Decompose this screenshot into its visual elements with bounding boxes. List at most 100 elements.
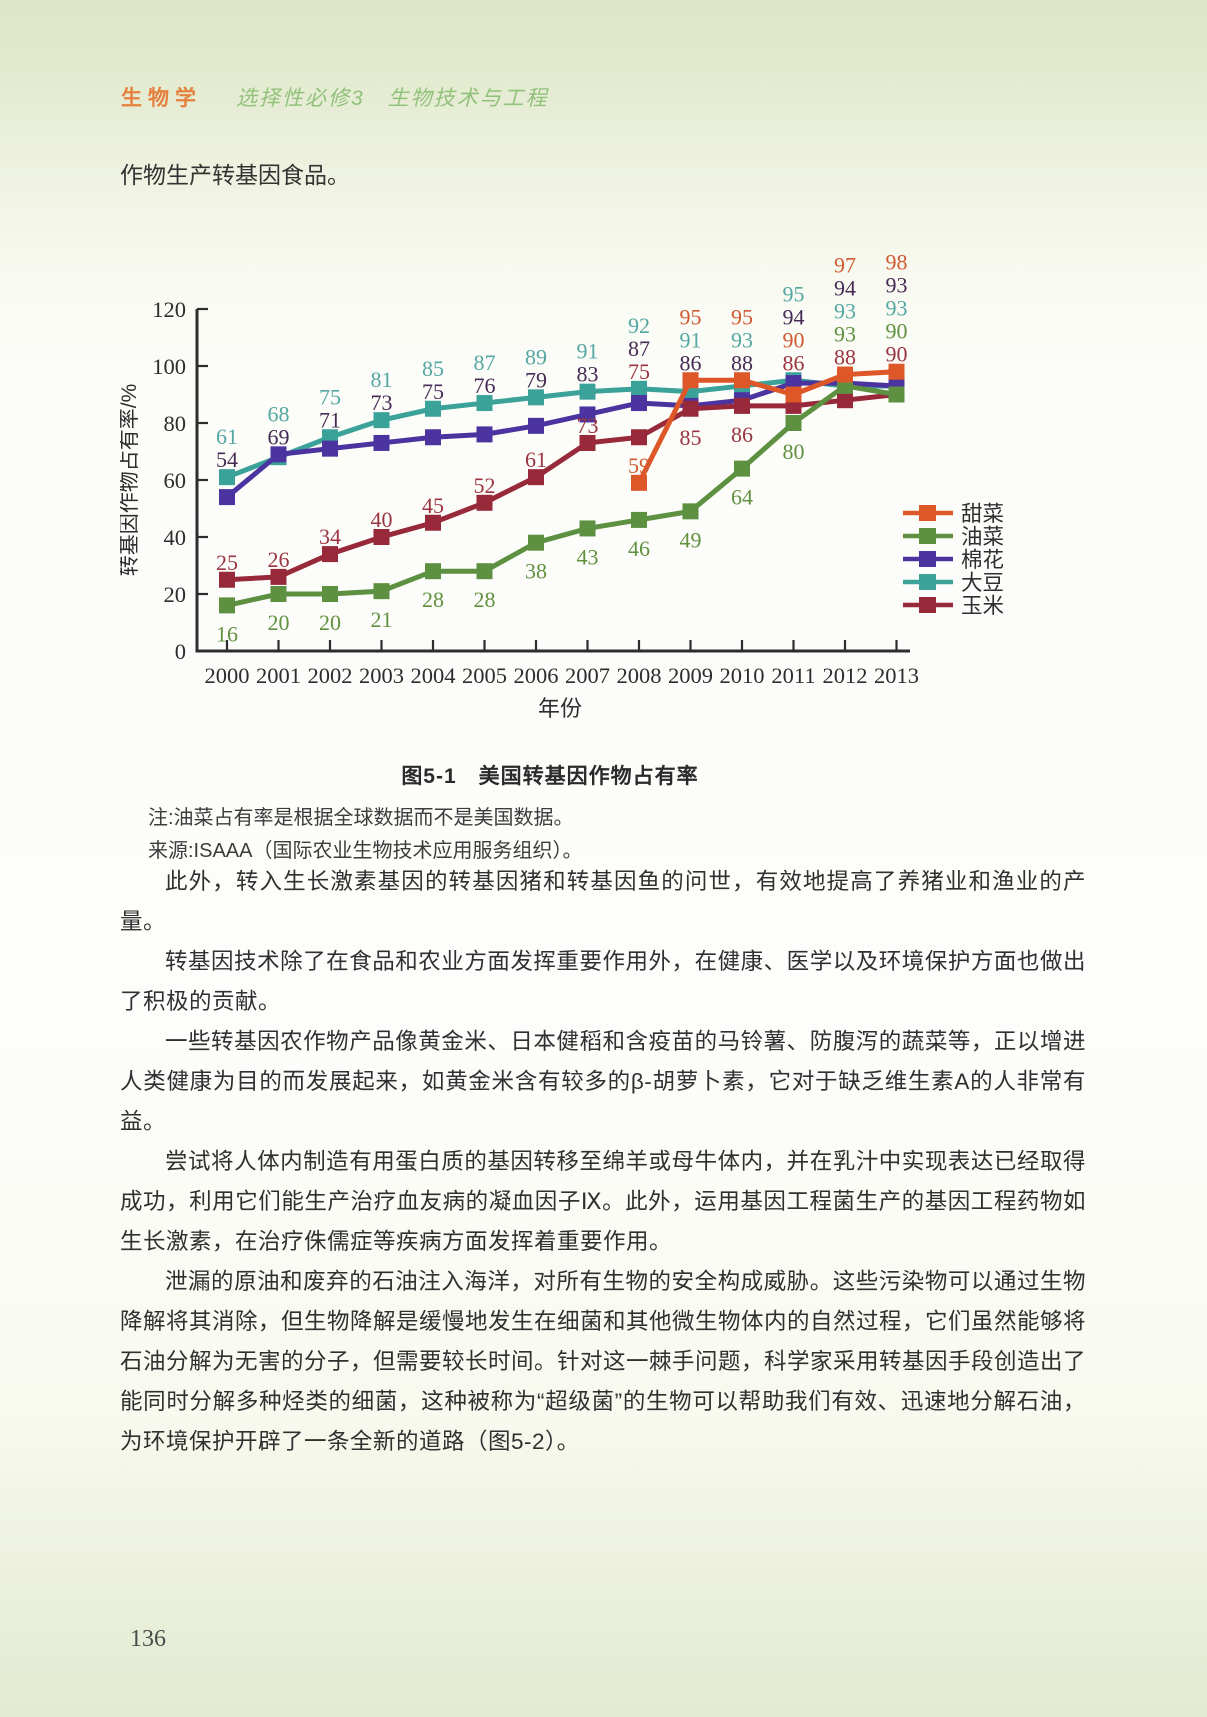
- svg-text:2010: 2010: [720, 663, 765, 688]
- svg-text:93: 93: [731, 327, 753, 352]
- svg-text:25: 25: [216, 550, 238, 575]
- svg-text:61: 61: [216, 424, 238, 449]
- svg-text:20: 20: [319, 610, 341, 635]
- svg-text:40: 40: [164, 525, 187, 550]
- body-paragraph-2: 转基因技术除了在食品和农业方面发挥重要作用外，在健康、医学以及环境保护方面也做出…: [120, 949, 1086, 1014]
- svg-text:95: 95: [731, 304, 753, 329]
- body-paragraph-3: 一些转基因农作物产品像黄金米、日本健稻和含疫苗的马铃薯、防腹泻的蔬菜等，正以增进…: [120, 1029, 1086, 1134]
- page-number: 136: [130, 1626, 166, 1652]
- svg-text:97: 97: [834, 253, 856, 278]
- svg-text:2004: 2004: [411, 663, 456, 688]
- svg-text:93: 93: [834, 322, 856, 347]
- svg-text:93: 93: [834, 299, 856, 324]
- svg-text:92: 92: [628, 313, 650, 338]
- svg-text:转基因作物占有率/%: 转基因作物占有率/%: [120, 384, 141, 577]
- svg-text:46: 46: [628, 536, 650, 561]
- svg-text:玉米: 玉米: [961, 594, 1004, 618]
- svg-text:120: 120: [152, 297, 186, 322]
- svg-text:91: 91: [577, 339, 599, 364]
- body-paragraph-1: 此外，转入生长激素基因的转基因猪和转基因鱼的问世，有效地提高了养猪业和渔业的产量…: [120, 869, 1086, 934]
- body-paragraph-4: 尝试将人体内制造有用蛋白质的基因转移至绵羊或母牛体内，并在乳汁中实现表达已经取得…: [120, 1149, 1086, 1254]
- svg-text:89: 89: [525, 344, 547, 369]
- svg-text:21: 21: [371, 607, 393, 632]
- svg-text:2005: 2005: [462, 663, 507, 688]
- svg-text:80: 80: [783, 439, 805, 464]
- svg-text:2000: 2000: [205, 663, 250, 688]
- svg-text:86: 86: [783, 350, 805, 375]
- svg-text:59: 59: [628, 453, 650, 478]
- svg-text:2012: 2012: [823, 663, 868, 688]
- svg-text:2008: 2008: [617, 663, 662, 688]
- svg-text:100: 100: [152, 354, 186, 379]
- svg-text:40: 40: [371, 507, 393, 532]
- svg-text:20: 20: [164, 582, 187, 607]
- svg-text:79: 79: [525, 367, 547, 392]
- svg-text:75: 75: [422, 379, 444, 404]
- svg-text:76: 76: [474, 373, 496, 398]
- svg-text:2001: 2001: [256, 663, 301, 688]
- header-subject: 生物学: [121, 87, 202, 110]
- svg-text:2006: 2006: [514, 663, 559, 688]
- svg-text:16: 16: [216, 621, 238, 646]
- svg-text:86: 86: [680, 350, 702, 375]
- svg-text:大豆: 大豆: [961, 571, 1004, 595]
- svg-text:油菜: 油菜: [961, 525, 1004, 549]
- svg-text:86: 86: [731, 422, 753, 447]
- svg-text:0: 0: [175, 639, 186, 664]
- figure-source: 来源:ISAAA（国际农业生物技术应用服务组织）。: [148, 840, 583, 862]
- svg-text:95: 95: [783, 281, 805, 306]
- svg-text:34: 34: [319, 524, 341, 549]
- svg-text:61: 61: [525, 447, 547, 472]
- intro-line: 作物生产转基因食品。: [120, 162, 350, 188]
- svg-text:26: 26: [268, 547, 290, 572]
- figure-note: 注:油菜占有率是根据全球数据而不是美国数据。: [148, 807, 574, 829]
- svg-text:88: 88: [834, 345, 856, 370]
- svg-text:棉花: 棉花: [961, 548, 1004, 572]
- svg-text:2011: 2011: [771, 663, 815, 688]
- svg-text:87: 87: [628, 336, 650, 361]
- svg-text:20: 20: [268, 610, 290, 635]
- svg-text:54: 54: [216, 447, 238, 472]
- svg-text:49: 49: [680, 527, 702, 552]
- svg-text:85: 85: [422, 356, 444, 381]
- page-header: 生物学 选择性必修3 生物技术与工程: [121, 82, 549, 112]
- svg-text:75: 75: [628, 359, 650, 384]
- svg-text:91: 91: [680, 327, 702, 352]
- svg-text:28: 28: [422, 587, 444, 612]
- figure-caption: 图5-1 美国转基因作物占有率: [401, 765, 699, 788]
- svg-text:28: 28: [474, 587, 496, 612]
- svg-text:年份: 年份: [538, 696, 582, 721]
- svg-text:85: 85: [680, 425, 702, 450]
- svg-text:64: 64: [731, 485, 753, 510]
- svg-text:71: 71: [319, 407, 341, 432]
- svg-text:2002: 2002: [308, 663, 353, 688]
- svg-text:2003: 2003: [359, 663, 404, 688]
- svg-text:38: 38: [525, 559, 547, 584]
- svg-text:93: 93: [886, 273, 908, 298]
- svg-text:2009: 2009: [668, 663, 713, 688]
- svg-text:2013: 2013: [874, 663, 919, 688]
- svg-text:90: 90: [783, 327, 805, 352]
- svg-text:98: 98: [886, 250, 908, 275]
- svg-text:73: 73: [577, 413, 599, 438]
- svg-text:60: 60: [164, 468, 187, 493]
- svg-text:90: 90: [886, 319, 908, 344]
- svg-text:75: 75: [319, 384, 341, 409]
- svg-text:2007: 2007: [565, 663, 610, 688]
- svg-text:69: 69: [268, 424, 290, 449]
- svg-text:94: 94: [834, 276, 856, 301]
- svg-text:甜菜: 甜菜: [961, 502, 1004, 526]
- svg-text:94: 94: [783, 304, 805, 329]
- svg-text:83: 83: [577, 362, 599, 387]
- svg-text:88: 88: [731, 350, 753, 375]
- svg-text:68: 68: [268, 401, 290, 426]
- header-module: 选择性必修3 生物技术与工程: [236, 87, 549, 110]
- svg-text:81: 81: [371, 367, 393, 392]
- svg-text:93: 93: [886, 296, 908, 321]
- svg-text:52: 52: [474, 473, 496, 498]
- svg-text:95: 95: [680, 304, 702, 329]
- svg-text:80: 80: [164, 411, 187, 436]
- svg-text:90: 90: [886, 342, 908, 367]
- svg-text:45: 45: [422, 493, 444, 518]
- gm-crop-adoption-chart: 0 20 40 60 80 100 120 2000 2001 2002 2003 2004 2005 2…: [120, 250, 1004, 721]
